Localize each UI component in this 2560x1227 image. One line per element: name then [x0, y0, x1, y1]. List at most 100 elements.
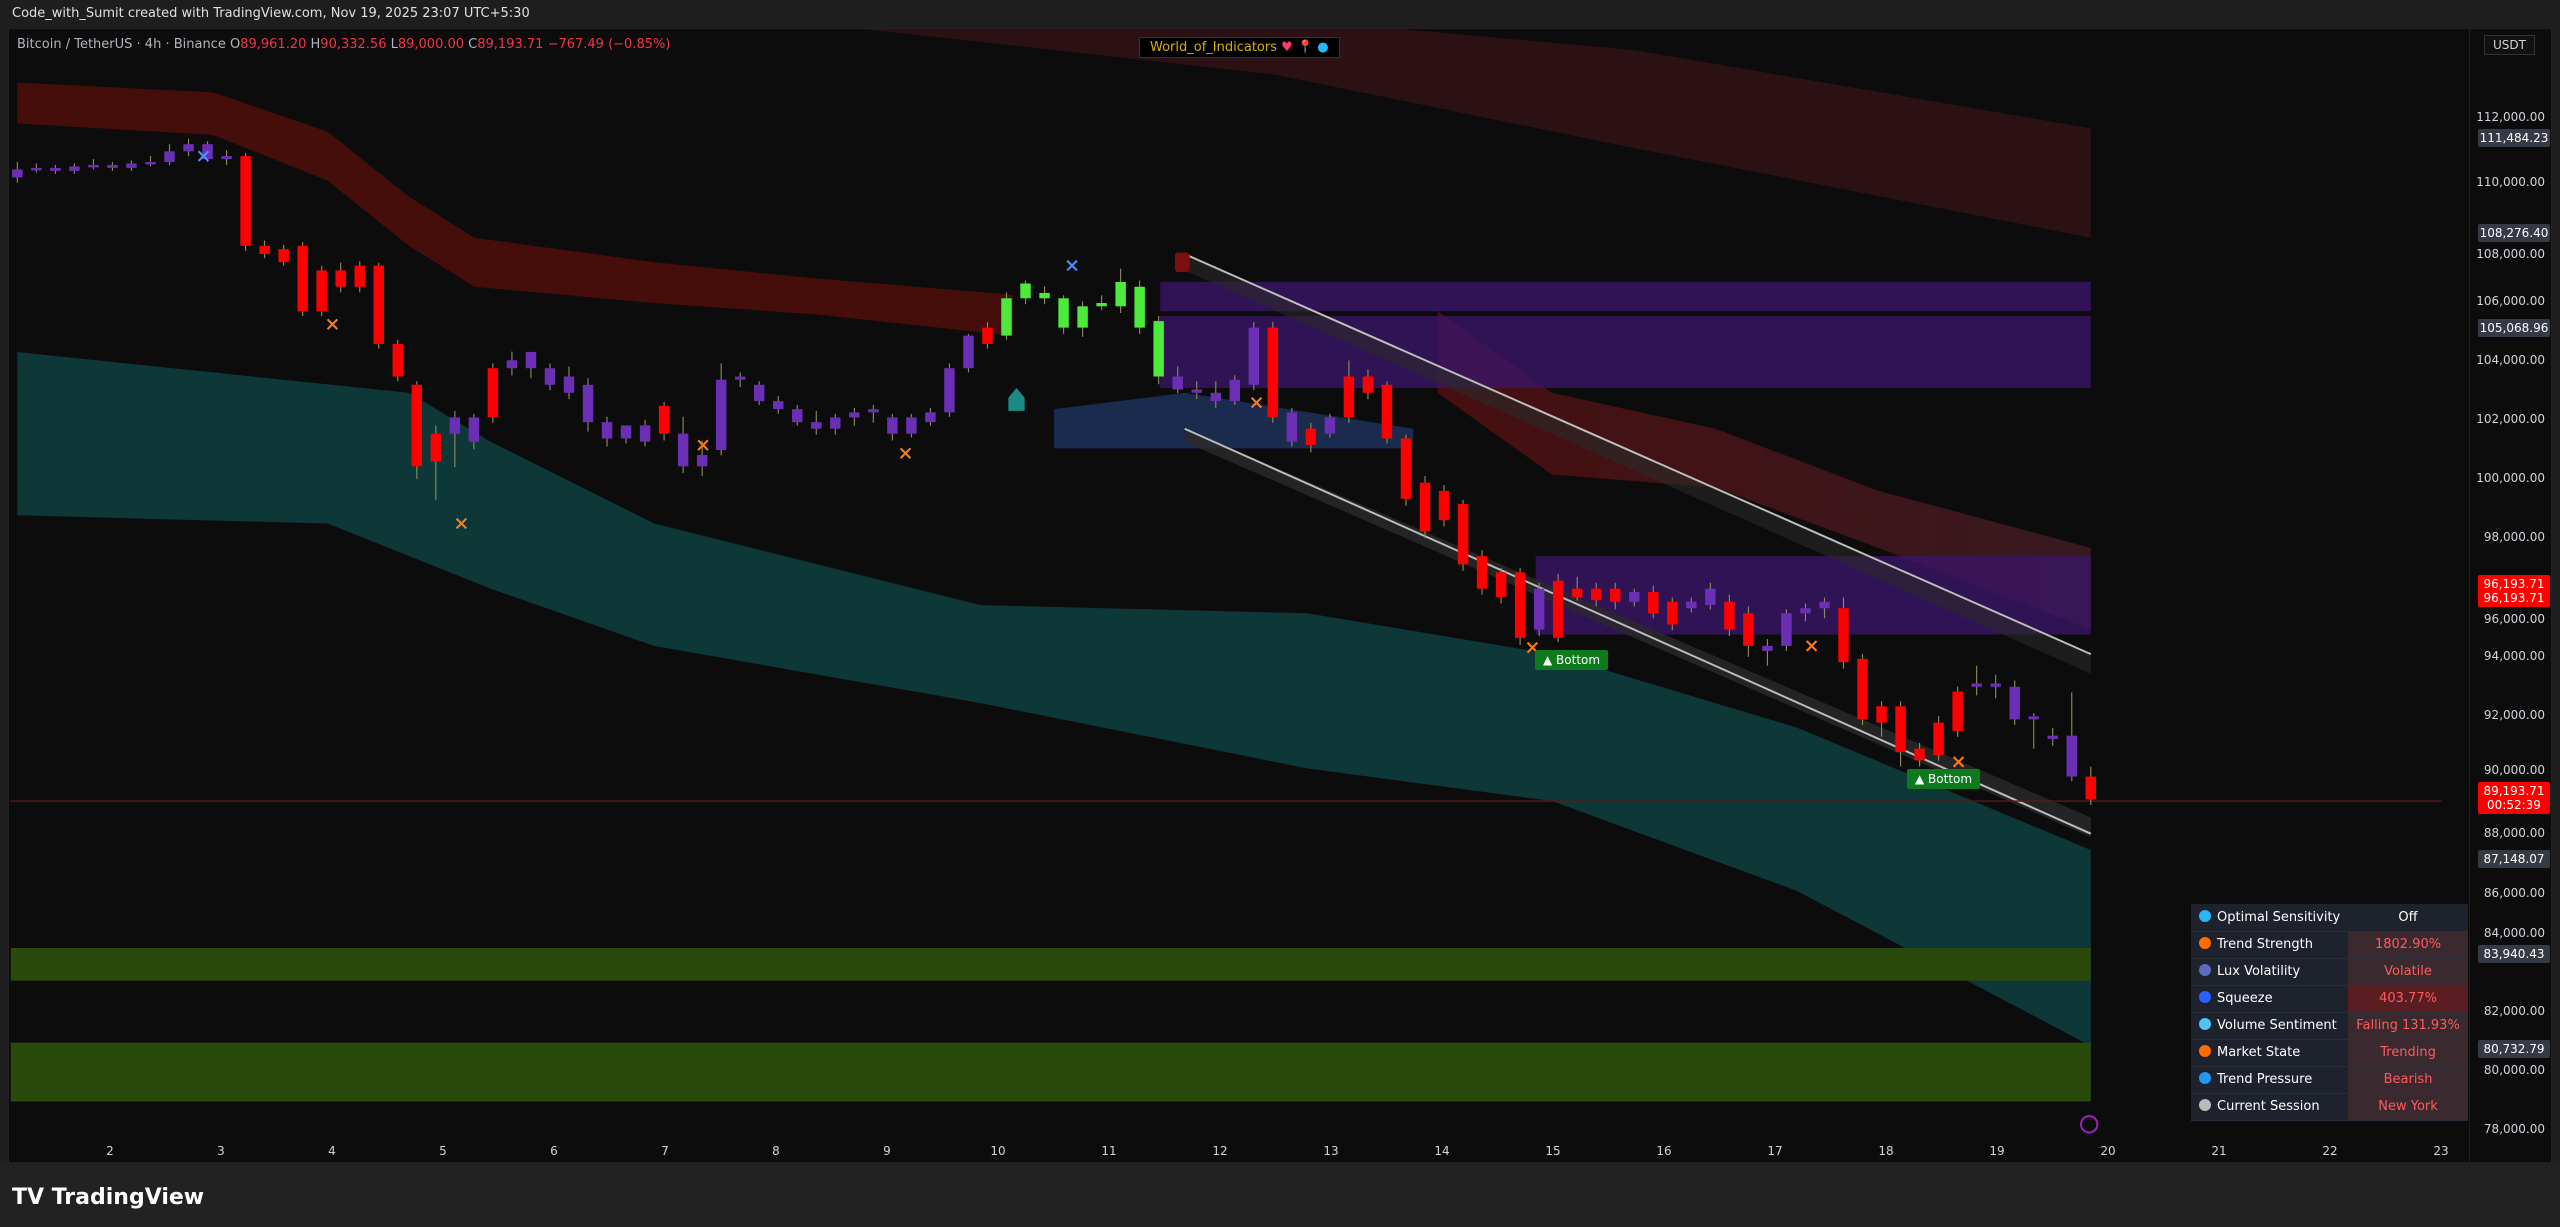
candle-body [354, 265, 365, 287]
candle [963, 333, 974, 373]
candle [1933, 716, 1944, 761]
candle-body [2047, 735, 2058, 739]
candle-body [1952, 691, 1963, 731]
candle [773, 396, 784, 414]
candle-body [544, 368, 556, 385]
x-marker [197, 150, 210, 162]
price-label-value: 87,148.07 [2483, 851, 2545, 866]
symbol-legend[interactable]: Bitcoin / TetherUS · 4h · Binance O89,96… [17, 37, 670, 52]
currency-selector[interactable]: USDT [2484, 35, 2535, 55]
candle [1324, 413, 1336, 438]
heart-icon: ♥ [1281, 40, 1293, 55]
candle [259, 240, 270, 259]
price-label-value: 80,732.79 [2483, 1041, 2545, 1056]
candle [107, 161, 118, 171]
signal-house [1008, 387, 1025, 411]
candle-body [1762, 645, 1773, 651]
price-tick: 96,000.00 [2483, 611, 2545, 626]
candle [183, 138, 194, 157]
squeeze-icon [2199, 991, 2211, 1003]
price-tick: 90,000.00 [2483, 763, 2545, 778]
chart-caption: Code_with_Sumit created with TradingView… [0, 0, 2560, 28]
time-tick: 5 [439, 1144, 447, 1158]
upper-faint-band [862, 29, 2091, 238]
candle-body [1667, 601, 1678, 625]
candle [1438, 484, 1450, 527]
candle-body [392, 343, 404, 377]
candle-body [1134, 286, 1145, 328]
x-marker [697, 439, 709, 451]
candle [1476, 550, 1488, 595]
candle-body [316, 270, 327, 312]
time-tick: 4 [328, 1144, 336, 1158]
time-tick: 20 [2100, 1144, 2116, 1158]
candle [1819, 597, 1830, 619]
price-label-value: 96,193.71 [2483, 576, 2545, 591]
candle [50, 164, 61, 174]
candle-body [811, 422, 822, 429]
candle-body [1838, 608, 1849, 663]
x-marker [1805, 640, 1818, 652]
candle-body [1514, 572, 1526, 638]
tv-logo-icon: 𝗧𝗩 [12, 1185, 45, 1210]
candle-body [2066, 735, 2077, 777]
price-chart[interactable] [8, 28, 2552, 1163]
orange-x-markers [326, 318, 1965, 768]
supply-zone-1 [1160, 281, 2091, 312]
market-state-icon [2199, 1045, 2211, 1057]
candle [373, 262, 384, 349]
candle-body [278, 249, 289, 263]
candle-body [1381, 384, 1393, 439]
candle-body [715, 379, 727, 451]
candle-body [677, 433, 689, 467]
candle [221, 150, 232, 165]
candle [1514, 567, 1526, 645]
candle [601, 416, 613, 447]
candle [354, 261, 365, 293]
candle [887, 413, 898, 441]
candle [982, 321, 993, 349]
time-tick: 3 [217, 1144, 225, 1158]
dashboard-label: Volume Sentiment [2217, 1018, 2337, 1033]
price-label: 96,193.71 96,193.71 [2478, 574, 2550, 607]
dashboard-value: Off [2348, 904, 2468, 932]
candle-body [944, 368, 955, 413]
candle-body [69, 166, 80, 171]
dashboard-label: Trend Pressure [2217, 1072, 2313, 1087]
x-marker [1250, 397, 1263, 409]
candle [1781, 609, 1792, 651]
price-tick: 78,000.00 [2483, 1122, 2545, 1137]
alert-icon[interactable] [2080, 1115, 2099, 1134]
candle [1857, 653, 1868, 725]
time-tick: 16 [1656, 1144, 1672, 1158]
tradingview-logo[interactable]: 𝗧𝗩 TradingView [12, 1185, 204, 1210]
candle-body [753, 384, 765, 402]
candle-body [868, 409, 879, 413]
dashboard-row: Lux Volatility Volatile [2191, 958, 2468, 986]
candle [1629, 588, 1640, 607]
candle [1077, 301, 1088, 337]
indicator-watermark: World_of_Indicators ♥ 📍 ● [1139, 37, 1340, 58]
candle [1895, 701, 1906, 767]
candle-body [1362, 376, 1374, 393]
candle [411, 381, 423, 480]
price-axis[interactable]: USDT 78,000.00 80,000.00 82,000.00 84,000.0… [2469, 29, 2551, 1162]
candle-body [31, 167, 42, 171]
candle-body [734, 376, 746, 380]
candle-body [2085, 776, 2097, 800]
candle-body [525, 351, 537, 369]
candle [1648, 585, 1659, 619]
price-tick: 94,000.00 [2483, 648, 2545, 663]
price-label-value: 83,940.43 [2483, 946, 2545, 961]
candle [715, 363, 727, 456]
candle [1172, 366, 1183, 394]
time-tick: 8 [772, 1144, 780, 1158]
blue-zone [1054, 392, 1414, 449]
candle [69, 163, 80, 174]
candle [944, 363, 955, 417]
candle [278, 244, 289, 266]
dashboard-row: Market State Trending [2191, 1039, 2468, 1067]
chart-panel[interactable]: Bitcoin / TetherUS · 4h · Binance O89,96… [8, 28, 2552, 1163]
x-marker [326, 318, 339, 330]
candle-body [335, 270, 346, 287]
